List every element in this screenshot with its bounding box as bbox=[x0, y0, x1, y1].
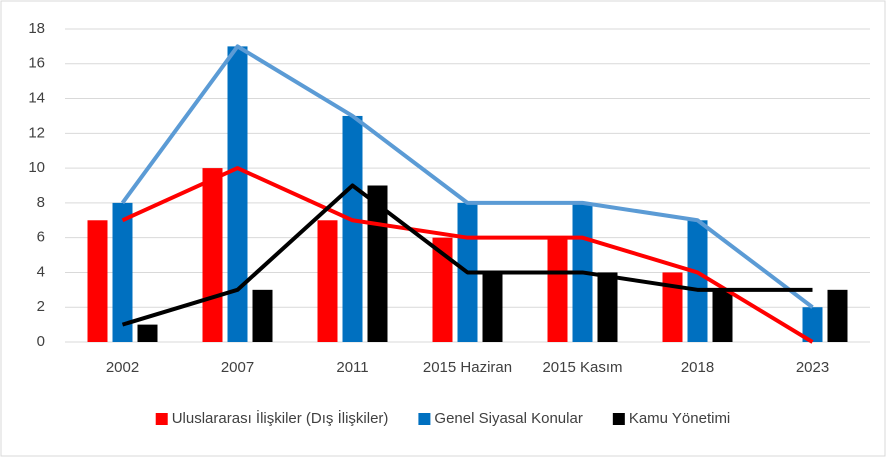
bar bbox=[547, 237, 568, 342]
x-tick-label: 2023 bbox=[796, 359, 829, 376]
bar bbox=[662, 272, 683, 342]
bar bbox=[802, 307, 823, 342]
y-tick-label: 18 bbox=[28, 20, 45, 37]
y-tick-label: 12 bbox=[28, 124, 45, 141]
x-tick-label: 2018 bbox=[681, 359, 714, 376]
bar bbox=[227, 46, 248, 343]
y-tick-label: 4 bbox=[37, 263, 45, 280]
y-tick-label: 10 bbox=[28, 159, 45, 176]
y-tick-label: 8 bbox=[37, 194, 45, 211]
bar bbox=[112, 202, 133, 342]
bar bbox=[202, 168, 223, 342]
bar bbox=[137, 324, 158, 342]
x-tick-label: 2015 Haziran bbox=[423, 359, 512, 376]
series-line bbox=[121, 166, 814, 344]
bar bbox=[482, 272, 503, 342]
bar bbox=[687, 220, 708, 342]
bar bbox=[342, 115, 363, 342]
series-line bbox=[120, 44, 814, 309]
y-tick-label: 2 bbox=[37, 298, 45, 315]
y-tick-label: 14 bbox=[28, 90, 45, 107]
bar bbox=[87, 220, 108, 342]
bar bbox=[827, 289, 848, 342]
x-tick-label: 2002 bbox=[106, 359, 139, 376]
x-tick-label: 2015 Kasım bbox=[542, 359, 622, 376]
legend-label: Uluslararası İlişkiler (Dış İlişkiler) bbox=[172, 409, 389, 427]
bar bbox=[252, 289, 273, 342]
y-tick-label: 16 bbox=[28, 55, 45, 72]
legend-label: Kamu Yönetimi bbox=[629, 410, 730, 427]
legend-swatch bbox=[418, 413, 431, 425]
x-tick-label: 2011 bbox=[336, 359, 368, 376]
legend-swatch bbox=[612, 413, 625, 425]
legend-swatch bbox=[155, 413, 168, 425]
y-tick-label: 6 bbox=[37, 229, 45, 246]
bar bbox=[712, 289, 733, 342]
series-line bbox=[121, 183, 813, 327]
legend-label: Genel Siyasal Konular bbox=[434, 410, 582, 427]
y-tick-label: 0 bbox=[37, 333, 45, 350]
x-tick-label: 2007 bbox=[221, 359, 254, 376]
bar bbox=[597, 272, 618, 342]
bar bbox=[317, 220, 338, 342]
bar bbox=[432, 237, 453, 342]
